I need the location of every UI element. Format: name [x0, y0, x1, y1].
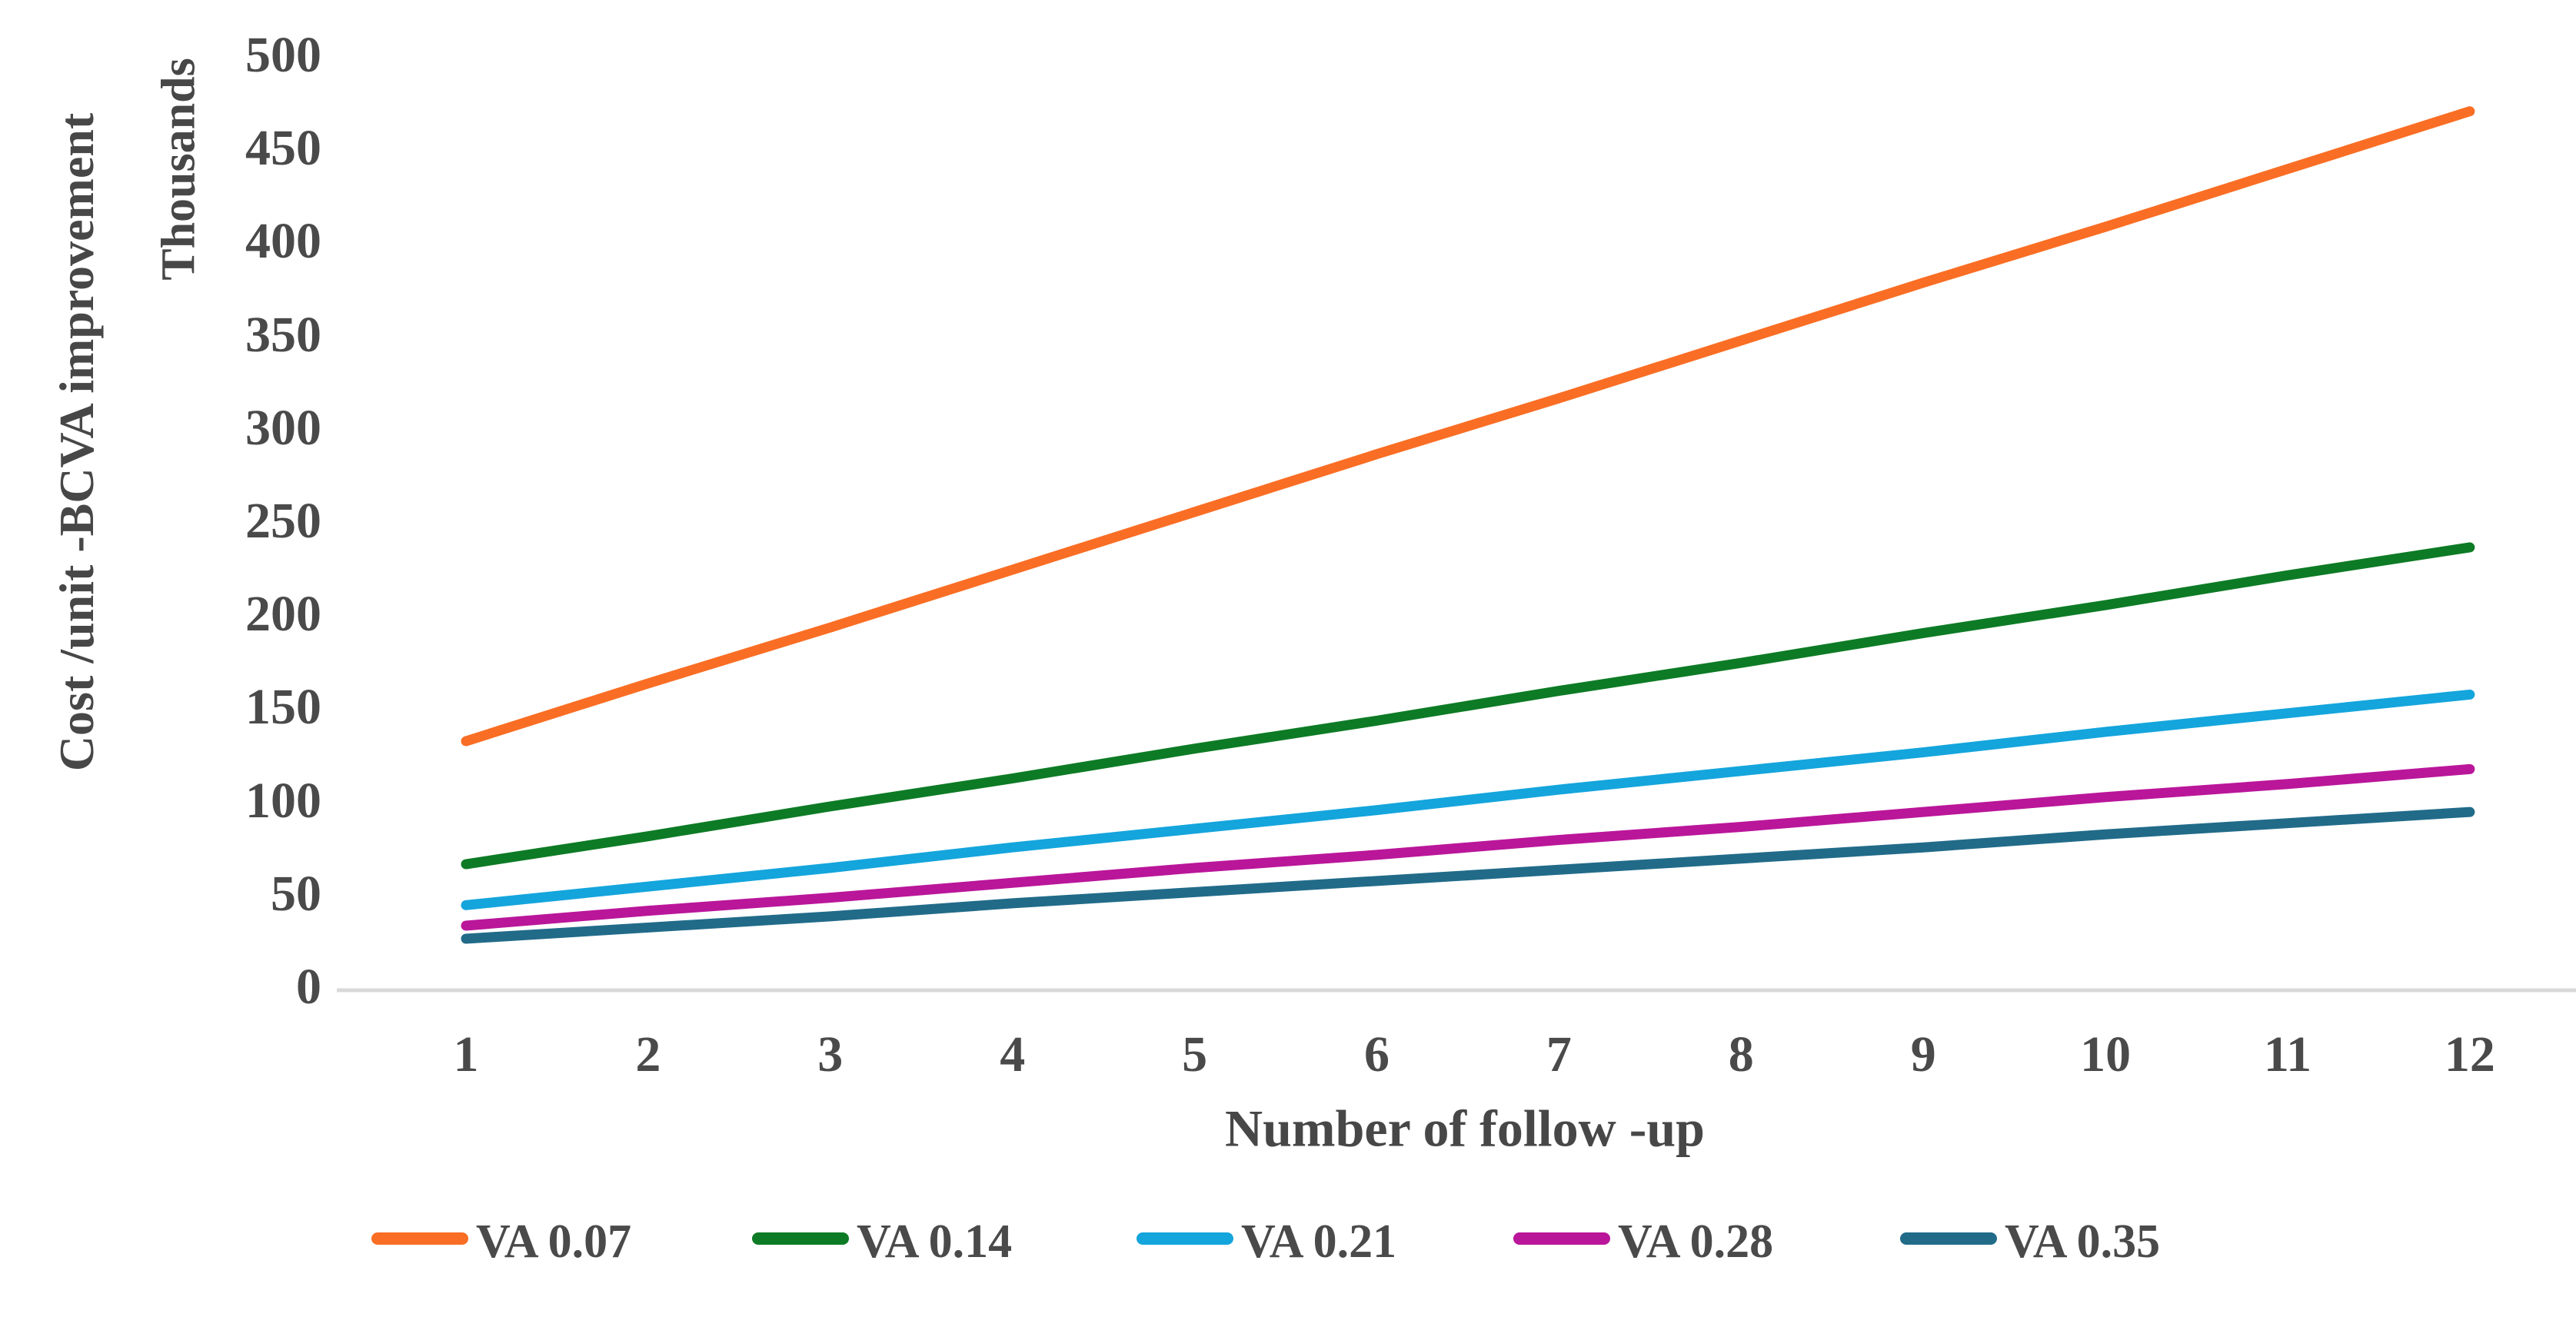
y-tick-label-150: 150	[245, 679, 321, 736]
y-axis-title: Cost /unit -BCVA improvement	[49, 112, 104, 772]
line-va-0.35	[461, 806, 2475, 944]
line-va-0.14	[461, 542, 2475, 870]
x-tick-label-5: 5	[1182, 1026, 1208, 1083]
x-tick-label-4: 4	[1000, 1026, 1026, 1083]
x-tick-label-6: 6	[1364, 1026, 1390, 1083]
x-tick-label-1: 1	[453, 1026, 479, 1083]
y-tick-label-450: 450	[245, 120, 321, 177]
line-va-0.28	[461, 763, 2475, 931]
x-tick-label-7: 7	[1546, 1026, 1572, 1083]
x-axis-title: Number of follow -up	[1225, 1099, 1705, 1158]
y-tick-label-400: 400	[245, 213, 321, 270]
x-tick-label-8: 8	[1728, 1026, 1754, 1083]
x-tick-label-10: 10	[2080, 1026, 2132, 1083]
x-tick-label-9: 9	[1910, 1026, 1936, 1083]
line-va-0.21	[461, 689, 2475, 910]
y-tick-label-200: 200	[245, 586, 321, 643]
x-tick-label-3: 3	[817, 1026, 844, 1083]
y-tick-label-0: 0	[296, 959, 321, 1015]
y-tick-label-250: 250	[245, 493, 321, 549]
y-tick-label-350: 350	[245, 306, 321, 363]
x-tick-label-11: 11	[2263, 1026, 2312, 1083]
y-tick-label-100: 100	[245, 772, 321, 829]
line-va-0.07	[461, 106, 2475, 747]
y-tick-label-300: 300	[245, 399, 321, 456]
x-tick-label-12: 12	[2444, 1026, 2495, 1083]
y-tick-label-50: 50	[271, 865, 321, 922]
x-tick-label-2: 2	[635, 1026, 661, 1083]
y-tick-label-500: 500	[245, 27, 321, 83]
